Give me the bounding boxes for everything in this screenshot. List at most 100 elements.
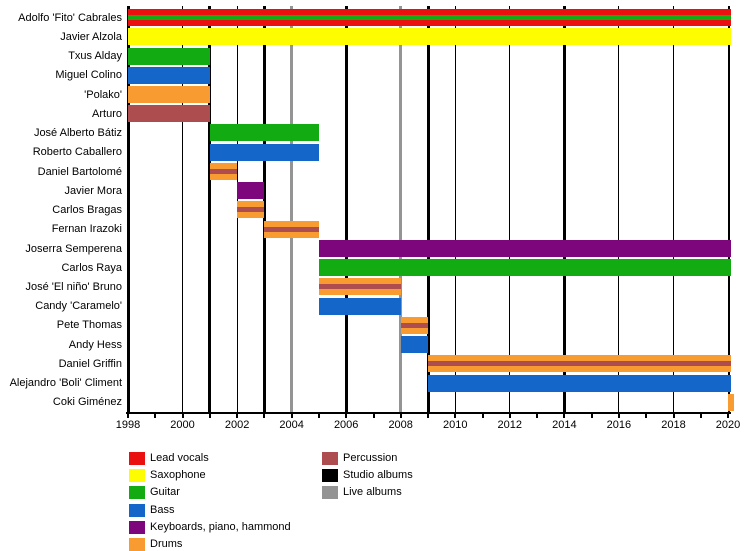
member-bar (400, 316, 428, 334)
lead-vocals-stripe (128, 20, 731, 26)
member-label: José 'El niño' Bruno (25, 281, 122, 293)
x-axis-tick-1999 (154, 414, 157, 418)
member-label: Carlos Bragas (52, 204, 122, 216)
drums-stripe (428, 355, 731, 362)
member-label: Carlos Raya (61, 261, 122, 274)
legend-label-guitar: Guitar (150, 486, 180, 499)
x-axis-tick-2001 (208, 414, 211, 418)
plot-right-border (728, 6, 730, 412)
drums-stripe (728, 393, 734, 411)
member-bar (400, 336, 428, 353)
member-label: 'Polako' (84, 88, 122, 101)
drums-stripe (237, 212, 265, 219)
member-bar (428, 355, 731, 373)
member-bar (128, 105, 210, 123)
member-bar (128, 66, 210, 84)
x-axis-tick-2002 (236, 414, 239, 418)
legend-label-drums: Drums (150, 538, 183, 550)
drums-stripe (264, 220, 319, 227)
x-axis-label-2006: 2006 (333, 419, 359, 431)
live-album-line-2008 (399, 6, 403, 412)
gridline-year-2012 (509, 6, 511, 412)
studio-album-line-2001 (208, 6, 212, 412)
x-axis-tick-2017 (645, 414, 648, 418)
percussion-stripe (400, 322, 428, 328)
guitar-stripe (128, 47, 210, 65)
member-bar (237, 182, 265, 200)
legend-label-keyboards: Keyboards, piano, hammond (150, 520, 291, 533)
member-label: Andy Hess (68, 338, 122, 351)
member-label: Coki Giménez (52, 396, 122, 409)
drums-stripe (400, 316, 428, 323)
legend-swatch-percussion (322, 452, 338, 465)
legend-swatch-bass (129, 503, 145, 517)
x-axis-tick-2007 (372, 414, 375, 418)
drums-stripe (209, 162, 238, 169)
x-axis-line (126, 412, 731, 414)
legend-swatch-lead-vocals (129, 452, 145, 465)
studio-album-line-1998 (126, 6, 130, 412)
member-label: Pete Thomas (56, 319, 122, 332)
x-axis-tick-2019 (699, 414, 702, 418)
guitar-stripe (318, 259, 731, 277)
x-axis-tick-2004 (290, 414, 293, 418)
member-bar (128, 9, 731, 26)
member-label: Miguel Colino (55, 69, 122, 82)
bass-stripe (209, 143, 319, 161)
guitar-stripe (209, 124, 319, 142)
member-bar (318, 239, 731, 257)
member-bar (209, 124, 319, 142)
legend-swatch-keyboards (129, 520, 145, 534)
x-axis-label-2010: 2010 (443, 419, 468, 431)
member-bar (209, 162, 238, 180)
bass-stripe (400, 336, 428, 353)
x-axis-tick-2000 (181, 414, 184, 418)
x-axis-label-2016: 2016 (606, 419, 632, 431)
member-bar (128, 28, 731, 46)
member-label: Javier Mora (64, 184, 122, 197)
drums-stripe (209, 173, 238, 180)
bass-stripe (318, 297, 401, 315)
x-axis-tick-2005 (317, 414, 320, 418)
saxophone-stripe (128, 28, 731, 46)
legend-label-lead-vocals: Lead vocals (150, 452, 209, 464)
x-axis-label-1998: 1998 (115, 419, 141, 431)
percussion-stripe (209, 168, 238, 174)
member-label: José Alberto Bátiz (33, 127, 122, 139)
percussion-stripe (128, 105, 210, 123)
member-label: Alejandro 'Boli' Climent (9, 377, 122, 390)
percussion-stripe (318, 284, 401, 290)
studio-album-line-2006 (344, 6, 348, 412)
member-label: Fernan Irazoki (51, 223, 122, 236)
gridline-year-2016 (618, 6, 620, 412)
x-axis-tick-2008 (399, 414, 402, 418)
percussion-stripe (264, 226, 319, 232)
member-bar (237, 201, 265, 219)
member-bar (318, 278, 401, 296)
x-axis-label-2012: 2012 (497, 419, 523, 431)
drums-stripe (318, 278, 401, 285)
gridline-year-2018 (673, 6, 674, 412)
member-bar (318, 297, 401, 315)
member-label: Candy 'Caramelo' (35, 300, 122, 313)
lead-vocals-stripe (128, 9, 731, 15)
drums-stripe (128, 86, 210, 103)
x-axis-tick-2018 (672, 414, 675, 418)
x-axis-label-2014: 2014 (552, 419, 577, 431)
legend-swatch-saxophone (129, 469, 145, 483)
x-axis-tick-2016 (617, 414, 620, 418)
keyboards-stripe (237, 182, 265, 200)
percussion-stripe (237, 207, 265, 213)
legend-label-saxophone: Saxophone (150, 469, 206, 482)
percussion-stripe (428, 361, 731, 367)
member-bar (128, 47, 210, 65)
x-axis-tick-2012 (508, 414, 511, 418)
guitar-stripe (128, 15, 731, 20)
member-bar (209, 143, 319, 161)
x-axis-tick-2014 (563, 414, 566, 418)
studio-album-line-2014 (562, 6, 566, 412)
legend-label-bass: Bass (150, 503, 175, 516)
drums-stripe (428, 366, 731, 373)
x-axis-label-2002: 2002 (224, 419, 250, 431)
